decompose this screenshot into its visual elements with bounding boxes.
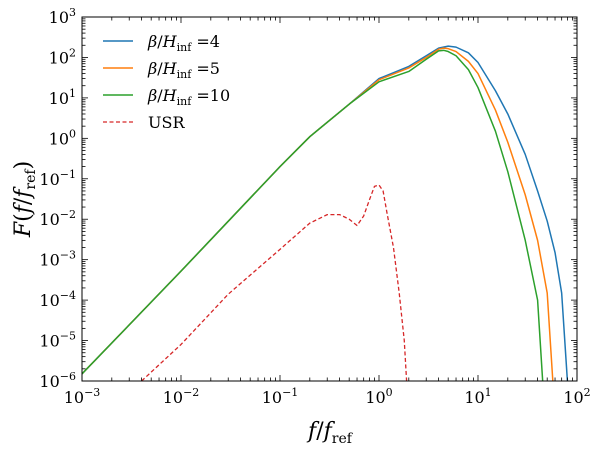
y-tick-label: 10−3 [39,249,76,270]
ticks-layer [81,16,578,382]
x-tick-label: 10−2 [163,386,200,407]
legend: β/Hinf =4 β/Hinf =5 β/Hinf =10 USR [103,32,230,132]
y-tick-label: 10−1 [39,168,76,189]
y-axis-label: F(f/fref) [11,161,39,238]
legend-label-usr: USR [148,113,185,132]
legend-label-beta5: β/Hinf =5 [147,59,220,81]
series-line-2 [82,49,544,381]
legend-label-beta4: β/Hinf =4 [147,32,220,54]
x-tick-label: 10−1 [262,386,299,407]
y-tick-label: 10−5 [39,330,76,351]
series-line-3 [141,184,408,381]
y-tick-label: 102 [49,46,76,67]
legend-label-beta10: β/Hinf =10 [147,86,230,108]
y-tick-label: 10−4 [39,289,76,310]
y-tick-label: 101 [49,87,76,108]
series-layer [82,45,569,381]
plot-frame [81,16,578,382]
x-tick-label: 10−3 [64,386,101,407]
x-tick-label: 101 [464,386,491,407]
y-tick-label: 10−2 [39,208,76,229]
y-tick-label: 10−6 [39,370,76,391]
y-tick-label: 103 [49,6,76,27]
x-tick-label: 100 [365,386,392,407]
tick-labels-layer: 10−3 10−2 10−1 100 101 102 10−6 10−5 10−4 10−3 10−… [39,6,590,407]
x-tick-label: 102 [563,386,590,407]
y-tick-label: 100 [49,127,76,148]
